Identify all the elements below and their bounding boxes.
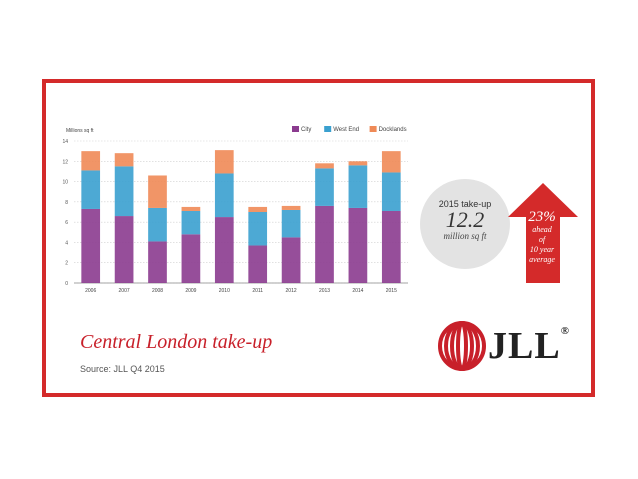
legend-swatch bbox=[292, 126, 299, 132]
bar-segment-city bbox=[214, 217, 234, 283]
x-tick-label: 2009 bbox=[185, 288, 196, 294]
bar-segment-city bbox=[348, 207, 368, 283]
bar-segment-city bbox=[148, 241, 167, 283]
x-tick-label: 2012 bbox=[286, 288, 297, 294]
legend-swatch bbox=[324, 126, 332, 132]
bar-segment-city bbox=[248, 245, 268, 283]
bar-segment-docklands bbox=[148, 175, 167, 208]
legend-label: West End bbox=[333, 127, 359, 133]
y-axis-label: Millions sq ft bbox=[66, 128, 94, 134]
x-tick-label: 2015 bbox=[386, 288, 397, 294]
bar-segment-docklands bbox=[281, 205, 301, 210]
y-tick-label: 14 bbox=[62, 139, 68, 145]
bar-segment-west-end bbox=[81, 170, 101, 209]
bar-segment-west-end bbox=[114, 166, 134, 217]
bar-segment-city bbox=[315, 205, 334, 283]
y-tick-label: 12 bbox=[62, 159, 68, 165]
bar-segment-city bbox=[81, 208, 101, 283]
bar-segment-docklands bbox=[248, 206, 268, 212]
bar-segment-docklands bbox=[214, 150, 234, 174]
legend-label: City bbox=[301, 127, 311, 133]
jll-wordmark: JLL® bbox=[488, 321, 570, 371]
bar-segment-west-end bbox=[214, 173, 234, 218]
arrow-line-1: ahead bbox=[532, 225, 552, 234]
y-tick-label: 8 bbox=[65, 200, 68, 206]
legend-label: Docklands bbox=[379, 127, 407, 133]
bar-segment-docklands bbox=[381, 151, 401, 173]
bar-segment-docklands bbox=[315, 163, 334, 169]
bar-segment-west-end bbox=[181, 210, 201, 235]
up-arrow-icon bbox=[508, 183, 578, 283]
bar-segment-docklands bbox=[114, 153, 134, 167]
x-tick-label: 2010 bbox=[219, 288, 230, 294]
bar-segment-city bbox=[181, 234, 201, 283]
takeup-callout: 2015 take-up 12.2 million sq ft bbox=[420, 179, 510, 269]
bar-segment-docklands bbox=[348, 161, 368, 166]
callout-unit: million sq ft bbox=[443, 231, 487, 241]
slide-frame: Millions sq ft 0 2 4 6 8 10 12 14 2006 2007 2008 200… bbox=[42, 79, 595, 397]
logo-text: JLL bbox=[488, 325, 561, 367]
arrow-line-4: average bbox=[529, 255, 555, 264]
bar-segment-docklands bbox=[81, 151, 101, 171]
bar-segment-docklands bbox=[181, 206, 201, 211]
bar-segment-city bbox=[281, 237, 301, 283]
bar-segment-west-end bbox=[281, 209, 301, 238]
x-tick-label: 2011 bbox=[252, 288, 263, 294]
y-tick-label: 0 bbox=[65, 281, 68, 287]
arrow-line-2: of bbox=[538, 235, 546, 244]
arrow-percent: 23% bbox=[528, 209, 556, 225]
callout-value: 12.2 bbox=[445, 207, 485, 232]
y-tick-label: 2 bbox=[65, 261, 68, 267]
bar-segment-city bbox=[114, 216, 134, 283]
y-tick-label: 10 bbox=[62, 180, 68, 186]
bar-segment-city bbox=[381, 210, 401, 283]
bar-segment-west-end bbox=[348, 165, 368, 208]
legend-swatch bbox=[369, 126, 377, 132]
bar-segment-west-end bbox=[248, 212, 268, 246]
x-tick-label: 2008 bbox=[152, 288, 163, 294]
callout-label: 2015 take-up bbox=[438, 199, 492, 209]
x-tick-label: 2013 bbox=[319, 288, 330, 294]
arrow-line-3: 10 year bbox=[529, 245, 555, 254]
x-tick-label: 2006 bbox=[85, 288, 96, 294]
x-tick-label: 2014 bbox=[352, 288, 363, 294]
source-note: Source: JLL Q4 2015 bbox=[80, 364, 165, 374]
stacked-bar-chart: Millions sq ft 0 2 4 6 8 10 12 14 2006 2007 2008 200… bbox=[62, 126, 408, 294]
slide-title: Central London take-up bbox=[80, 331, 273, 353]
y-tick-label: 4 bbox=[65, 240, 68, 246]
y-tick-label: 6 bbox=[65, 220, 68, 226]
bar-segment-west-end bbox=[148, 207, 167, 242]
registered-mark: ® bbox=[560, 325, 570, 337]
x-tick-label: 2007 bbox=[119, 288, 130, 294]
jll-logo-icon bbox=[438, 321, 486, 371]
bar-segment-west-end bbox=[315, 168, 334, 206]
arrow-callout: 23% ahead of 10 year average bbox=[516, 209, 568, 265]
bar-segment-west-end bbox=[381, 172, 401, 211]
